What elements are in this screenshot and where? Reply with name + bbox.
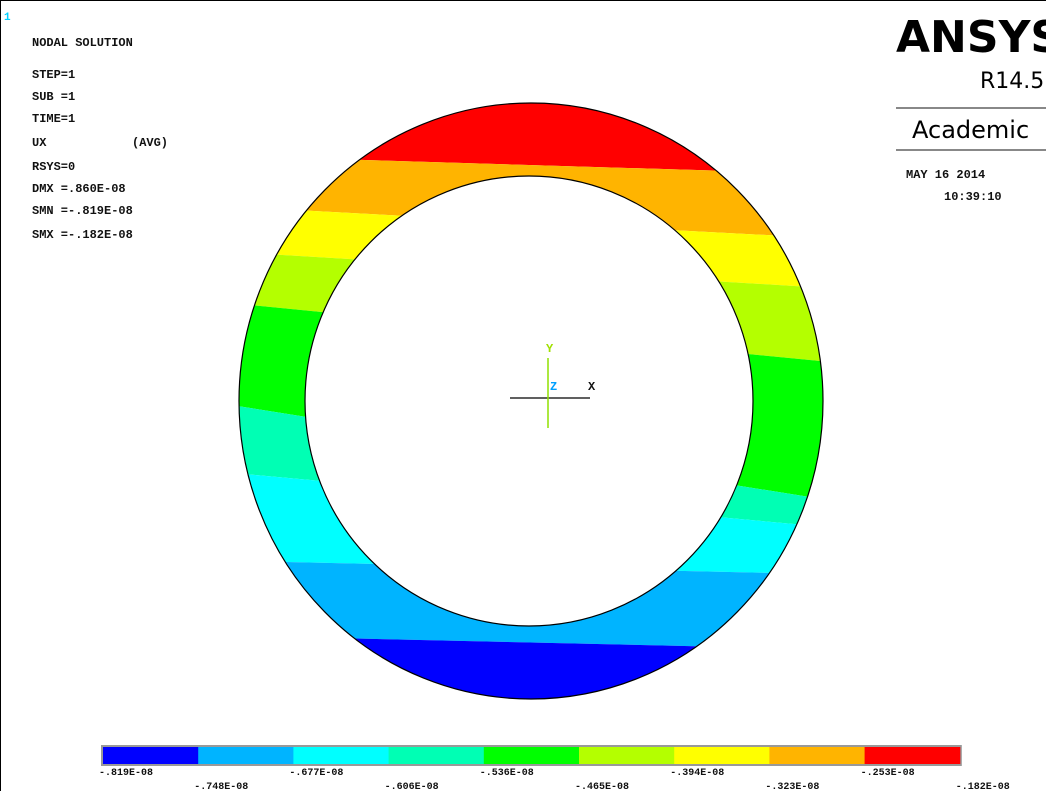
legend-swatch (198, 747, 294, 764)
legend-swatch (769, 747, 866, 764)
header-line: SUB =1 (32, 90, 75, 104)
legend-label: -.394E-08 (670, 768, 724, 779)
window-number: 1 (4, 12, 11, 24)
legend-label: -.182E-08 (956, 782, 1010, 791)
license: Academic (912, 116, 1029, 144)
legend-swatch (674, 747, 770, 764)
triad-label: Z (550, 380, 557, 394)
legend-label: -.323E-08 (765, 782, 819, 791)
header-line: TIME=1 (32, 112, 75, 126)
header-line: STEP=1 (32, 68, 75, 82)
legend-label: -.606E-08 (385, 782, 439, 791)
time: 10:39:10 (944, 190, 1002, 204)
logo: ANSYS (896, 12, 1046, 63)
average-label: (AVG) (132, 136, 168, 150)
stat-line: SMN =-.819E-08 (32, 204, 133, 218)
version: R14.5 (980, 69, 1044, 94)
stat-line: RSYS=0 (32, 160, 75, 174)
legend-label: -.536E-08 (480, 768, 534, 779)
ring-inner-edge (304, 175, 754, 627)
legend-label: -.677E-08 (289, 768, 343, 779)
legend-label: -.253E-08 (861, 768, 915, 779)
ring-outer-edge (238, 102, 824, 700)
legend-swatch (483, 747, 580, 764)
legend-swatch (864, 747, 961, 764)
legend-swatch (103, 747, 199, 764)
triad-label: X (588, 380, 596, 394)
triad-label: Y (546, 342, 554, 356)
plot-title: NODAL SOLUTION (32, 36, 133, 50)
legend-swatch (293, 747, 390, 764)
legend-swatch (388, 747, 485, 764)
item-label: UX (32, 136, 47, 150)
legend-swatch (579, 747, 675, 764)
contour-legend: -.819E-08 -.748E-08 -.677E-08 -.606E-08 -.53… (99, 745, 1010, 791)
stat-line: SMX =-.182E-08 (32, 228, 133, 242)
legend-label: -.465E-08 (575, 782, 629, 791)
legend-label: -.748E-08 (194, 782, 248, 791)
stat-line: DMX =.860E-08 (32, 182, 126, 196)
date: MAY 16 2014 (906, 168, 985, 182)
legend-label: -.819E-08 (99, 768, 153, 779)
